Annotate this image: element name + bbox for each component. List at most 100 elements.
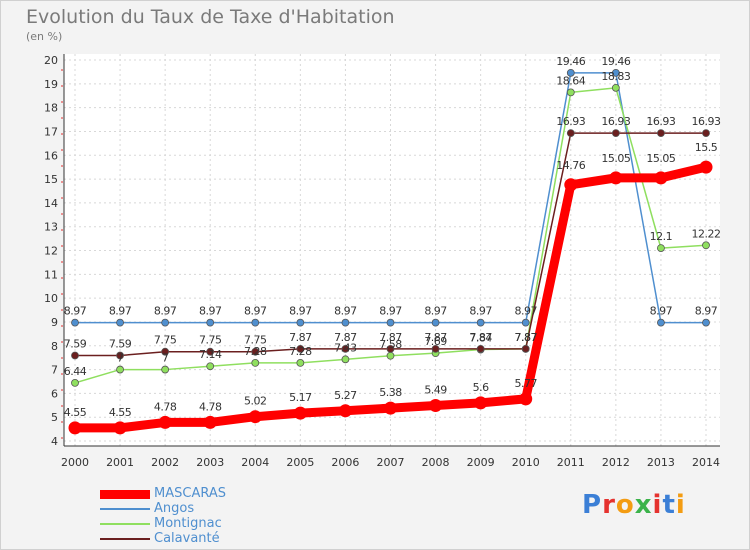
x-tick-label: 2001: [106, 456, 134, 469]
data-label-angos: 8.97: [154, 305, 177, 318]
data-label-mascaras: 4.55: [109, 406, 132, 419]
data-label-angos: 19.46: [556, 55, 585, 68]
series-point-calavante: [116, 351, 124, 360]
data-label-calavante: 7.87: [514, 331, 537, 344]
series-point-montignac: [296, 358, 305, 367]
data-label-mascaras: 15.5: [695, 141, 718, 154]
series-point-mascaras: [113, 421, 127, 435]
series-point-montignac: [161, 365, 170, 374]
data-label-montignac: 6.44: [64, 365, 87, 378]
x-tick-label: 2004: [241, 456, 269, 469]
data-label-calavante: 7.87: [289, 331, 312, 344]
data-label-angos: 8.97: [514, 305, 537, 318]
series-point-calavante: [206, 347, 215, 356]
y-tick-label: 5: [51, 411, 58, 424]
series-point-angos: [206, 318, 215, 327]
data-label-calavante: 7.87: [379, 331, 402, 344]
series-point-calavante: [341, 344, 350, 353]
series-point-montignac: [341, 355, 350, 364]
x-tick-label: 2011: [557, 456, 585, 469]
data-label-montignac: 7.28: [244, 345, 267, 358]
series-point-montignac: [702, 241, 710, 250]
x-tick-label: 2012: [602, 456, 630, 469]
series-point-montignac: [251, 358, 260, 367]
data-label-montignac: 18.64: [556, 74, 585, 87]
data-label-calavante: 7.75: [154, 334, 177, 347]
data-label-mascaras: 5.17: [289, 391, 312, 404]
series-point-angos: [296, 318, 305, 327]
series-point-mascaras: [338, 404, 352, 418]
data-label-calavante: 7.75: [244, 334, 267, 347]
logo-letter: P: [582, 490, 603, 520]
data-label-montignac: 7.84: [469, 332, 492, 345]
logo-letter: i: [652, 490, 663, 520]
data-label-angos: 8.97: [334, 305, 357, 318]
data-label-calavante: 7.87: [469, 331, 492, 344]
x-tick-label: 2010: [512, 456, 540, 469]
series-point-calavante: [71, 351, 79, 360]
x-tick-label: 2013: [647, 456, 675, 469]
data-label-angos: 19.46: [601, 55, 630, 68]
series-point-mascaras: [429, 399, 443, 413]
series-point-mascaras: [564, 178, 578, 192]
data-label-angos: 8.97: [64, 305, 87, 318]
series-point-montignac: [71, 378, 79, 387]
legend-label-montignac: Montignac: [154, 516, 222, 531]
series-point-calavante: [611, 129, 620, 138]
series-point-calavante: [251, 347, 260, 356]
data-label-mascaras: 15.05: [646, 152, 675, 165]
logo-letter: i: [675, 490, 686, 520]
series-point-angos: [431, 318, 440, 327]
series-point-montignac: [611, 83, 620, 92]
data-label-mascaras: 5.38: [379, 386, 402, 399]
data-label-calavante: 16.93: [646, 115, 675, 128]
series-point-mascaras: [519, 392, 533, 406]
x-tick-label: 2007: [377, 456, 405, 469]
data-label-mascaras: 4.55: [64, 406, 87, 419]
series-point-mascaras: [654, 171, 668, 185]
logo-letter: r: [602, 490, 616, 520]
legend-swatch-montignac: [100, 523, 150, 525]
data-label-montignac: 7: [117, 352, 124, 365]
series-point-mascaras: [293, 406, 307, 420]
legend-swatch-calavante: [100, 538, 150, 540]
data-label-mascaras: 14.76: [556, 159, 585, 172]
data-label-calavante: 7.59: [109, 338, 132, 351]
chart-subtitle: (en %): [26, 30, 63, 43]
data-label-mascaras: 5.27: [334, 389, 357, 402]
series-point-angos: [566, 68, 575, 77]
series-point-mascaras: [699, 160, 713, 174]
data-label-mascaras: 5.49: [424, 384, 447, 397]
series-point-angos: [71, 318, 79, 327]
data-label-angos: 8.97: [424, 305, 447, 318]
series-point-calavante: [566, 129, 575, 138]
data-label-angos: 8.97: [109, 305, 132, 318]
data-label-mascaras: 15.05: [601, 152, 630, 165]
series-point-angos: [657, 318, 665, 327]
series-point-angos: [386, 318, 395, 327]
logo-letter: o: [615, 490, 635, 520]
chart-title: Evolution du Taux de Taxe d'Habitation: [26, 6, 395, 28]
data-label-mascaras: 4.78: [154, 400, 177, 413]
series-point-angos: [521, 318, 530, 327]
data-label-calavante: 7.59: [64, 338, 87, 351]
series-point-angos: [161, 318, 170, 327]
legend-swatch-mascaras: [100, 490, 150, 499]
y-tick-label: 15: [44, 173, 58, 186]
series-point-mascaras: [248, 410, 262, 424]
series-point-montignac: [206, 362, 215, 371]
series-point-mascaras: [203, 415, 217, 429]
data-label-angos: 8.97: [379, 305, 402, 318]
data-label-montignac: 18.83: [601, 70, 630, 83]
x-tick-label: 2000: [61, 456, 89, 469]
x-tick-label: 2005: [286, 456, 314, 469]
series-point-calavante: [702, 129, 710, 138]
series-point-calavante: [296, 344, 305, 353]
data-label-mascaras: 4.78: [199, 400, 222, 413]
legend-swatch-angos: [100, 508, 150, 510]
data-label-montignac: 12.1: [650, 230, 673, 243]
y-tick-label: 4: [51, 435, 58, 448]
x-tick-label: 2014: [692, 456, 720, 469]
y-tick-label: 10: [44, 292, 58, 305]
